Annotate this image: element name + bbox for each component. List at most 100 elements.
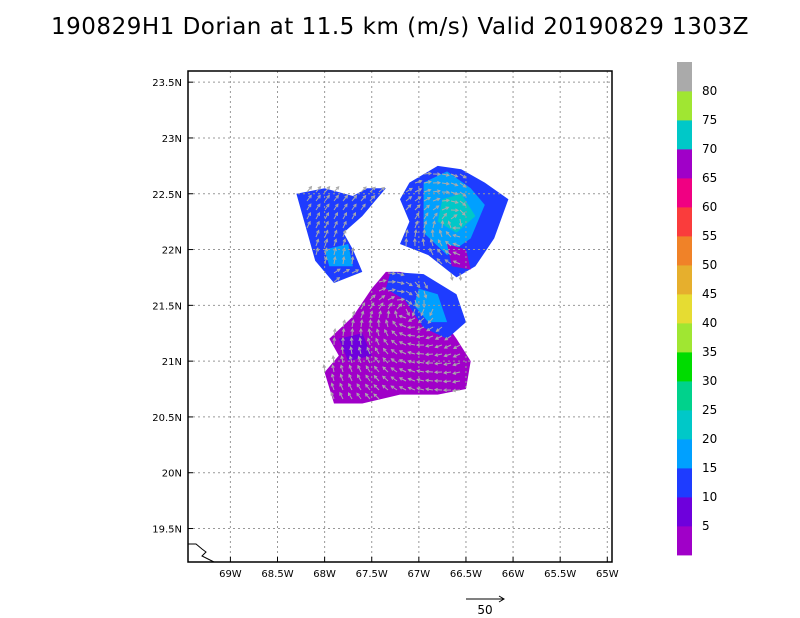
wind-vector <box>324 211 330 220</box>
wind-vector <box>374 356 380 364</box>
wind-vector <box>333 268 341 274</box>
wind-vector <box>423 220 428 229</box>
wind-vector <box>450 173 459 178</box>
wind-vector <box>405 308 410 317</box>
wind-vector <box>350 255 355 265</box>
colorbar-segment <box>677 62 692 92</box>
colorbar-segment <box>677 120 692 150</box>
wind-vector <box>339 373 344 382</box>
wind-vector <box>387 288 396 292</box>
wind-vector <box>450 214 458 220</box>
wind-vector <box>429 238 434 247</box>
wind-vector <box>421 238 426 247</box>
wind-vector <box>432 172 442 177</box>
wind-vector <box>348 364 353 373</box>
wind-vector <box>452 260 461 265</box>
colorbar-label: 10 <box>702 490 717 504</box>
y-tick-label: 20N <box>162 469 182 480</box>
colorbar-label: 60 <box>702 200 717 214</box>
wind-vector <box>429 247 434 256</box>
wind-vector <box>445 240 452 247</box>
wind-vector <box>315 220 320 229</box>
wind-vector <box>391 330 398 337</box>
wind-vector <box>441 206 450 211</box>
x-tick-label: 67.5W <box>356 569 388 580</box>
wind-vector <box>423 281 428 290</box>
wind-vector <box>366 337 371 346</box>
wind-vector <box>367 328 372 337</box>
wind-vector <box>360 194 367 202</box>
y-tick-label: 21.5N <box>152 301 182 312</box>
wind-vector <box>425 344 434 348</box>
wind-vector <box>366 346 371 355</box>
colorbar-segment <box>677 352 692 382</box>
wind-vector <box>425 335 434 340</box>
wind-vector <box>365 383 371 391</box>
wind-vector <box>436 258 443 265</box>
wind-vector <box>441 198 451 203</box>
colorbar-segment <box>677 236 692 266</box>
wind-vector <box>398 386 407 391</box>
colorbar-segment <box>677 91 692 121</box>
wind-vector <box>348 373 353 382</box>
wind-vector <box>443 362 452 366</box>
wind-vector <box>432 205 440 211</box>
wind-vector <box>394 310 398 319</box>
wind-vector <box>364 392 371 400</box>
wind-vector <box>378 279 387 283</box>
wind-vector <box>324 256 328 265</box>
wind-vector <box>384 328 389 337</box>
wind-vector <box>437 239 443 247</box>
colorbar-label: 55 <box>702 229 717 243</box>
wind-vector <box>405 187 413 193</box>
wind-vector <box>342 203 348 211</box>
colorbar-label: 40 <box>702 316 717 330</box>
wind-vector <box>315 185 322 193</box>
wind-vector <box>420 308 425 317</box>
wind-vector <box>357 355 362 364</box>
wind-vector <box>432 220 436 229</box>
wind-vector <box>358 337 363 346</box>
wind-vector <box>452 242 461 247</box>
wind-vector <box>339 364 344 373</box>
wind-vector <box>423 171 433 176</box>
wind-vector <box>322 364 327 373</box>
wind-vector <box>333 238 338 247</box>
colorbar-label: 80 <box>702 84 717 98</box>
wind-vector <box>437 248 443 256</box>
wind-vector <box>306 220 311 229</box>
wind-vector <box>458 218 463 227</box>
wind-vector <box>442 388 452 393</box>
wind-vector <box>315 247 319 256</box>
wind-vector <box>306 194 312 202</box>
wind-speed-region <box>324 244 353 267</box>
wind-vector <box>369 294 376 301</box>
wind-vector <box>390 339 398 346</box>
wind-vector <box>382 347 389 355</box>
wind-vector <box>333 194 339 202</box>
x-tick-label: 66W <box>502 569 525 580</box>
wind-vector <box>450 208 460 213</box>
y-tick-label: 22N <box>162 246 182 257</box>
wind-vector <box>373 374 380 382</box>
wind-vector <box>396 303 403 310</box>
chart-title: 190829H1 Dorian at 11.5 km (m/s) Valid 2… <box>51 14 749 40</box>
wind-vector <box>441 190 451 195</box>
wind-vector <box>434 344 443 349</box>
colorbar-label: 30 <box>702 374 717 388</box>
wind-vector <box>414 188 423 193</box>
wind-vector <box>396 281 405 285</box>
wind-vector <box>443 353 452 358</box>
wind-vector <box>441 173 450 177</box>
wind-vector <box>342 319 346 328</box>
wind-vector <box>458 272 463 282</box>
colorbar-segment <box>677 323 692 353</box>
x-tick-label: 65W <box>596 569 619 580</box>
wind-vector <box>315 229 320 238</box>
wind-vector <box>398 314 407 319</box>
wind-vector <box>339 382 344 391</box>
wind-vector <box>349 346 353 355</box>
wind-vector <box>396 297 406 302</box>
wind-vector <box>424 352 434 357</box>
y-tick-label: 20.5N <box>152 413 182 424</box>
